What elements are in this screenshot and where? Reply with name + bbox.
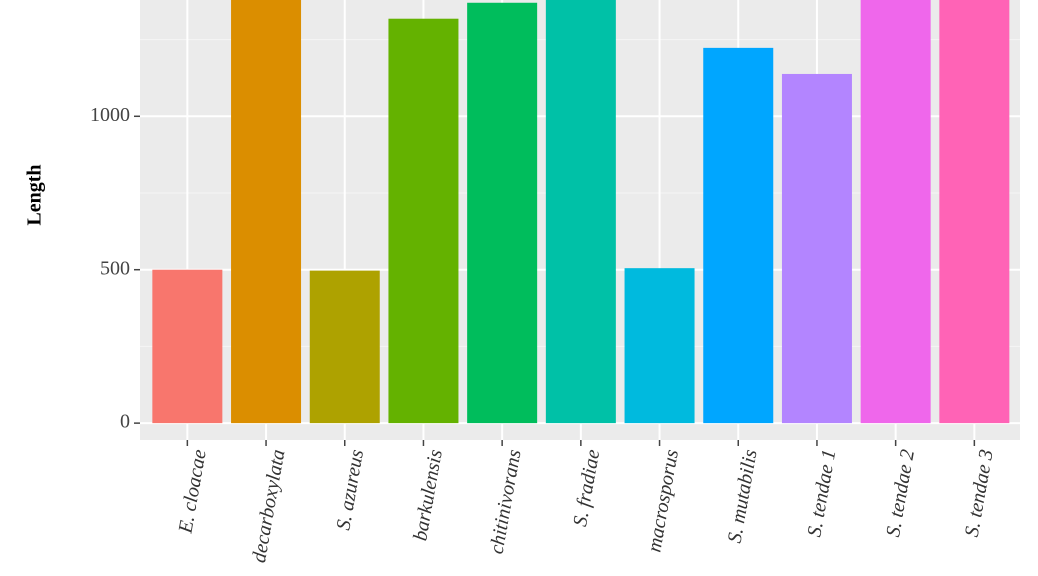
y-tick-label: 0 [120,411,130,433]
y-tick-label: 500 [100,257,130,279]
y-axis-label: Length [24,164,46,225]
bar [781,73,852,424]
x-tick-label: S. tendae 3 [961,448,998,539]
bar [703,47,774,424]
bar [231,0,302,424]
x-tick-label: S. tendae 2 [882,448,919,539]
x-tick-label: S. mutabilis [724,448,762,545]
x-tick-label: S. azureus [332,448,368,532]
x-tick-label: barkulensis [409,448,447,543]
bar [388,18,459,424]
bar [939,0,1010,424]
x-tick-label: E. cloacae [174,448,211,536]
bar [860,0,931,424]
x-tick-label: decarboxylata [248,448,290,564]
bar [624,268,695,424]
x-tick-label: S. fradiae [569,448,604,529]
x-tick-label: chitinivorans [486,448,526,556]
bar [545,0,616,424]
bars [152,0,1010,424]
x-tick-label: macrosporus [643,448,683,554]
bar [467,2,538,424]
y-tick-label: 1000 [90,104,130,126]
bar [309,270,380,424]
bar [152,269,223,424]
x-tick-label: S. tendae 1 [803,448,840,539]
